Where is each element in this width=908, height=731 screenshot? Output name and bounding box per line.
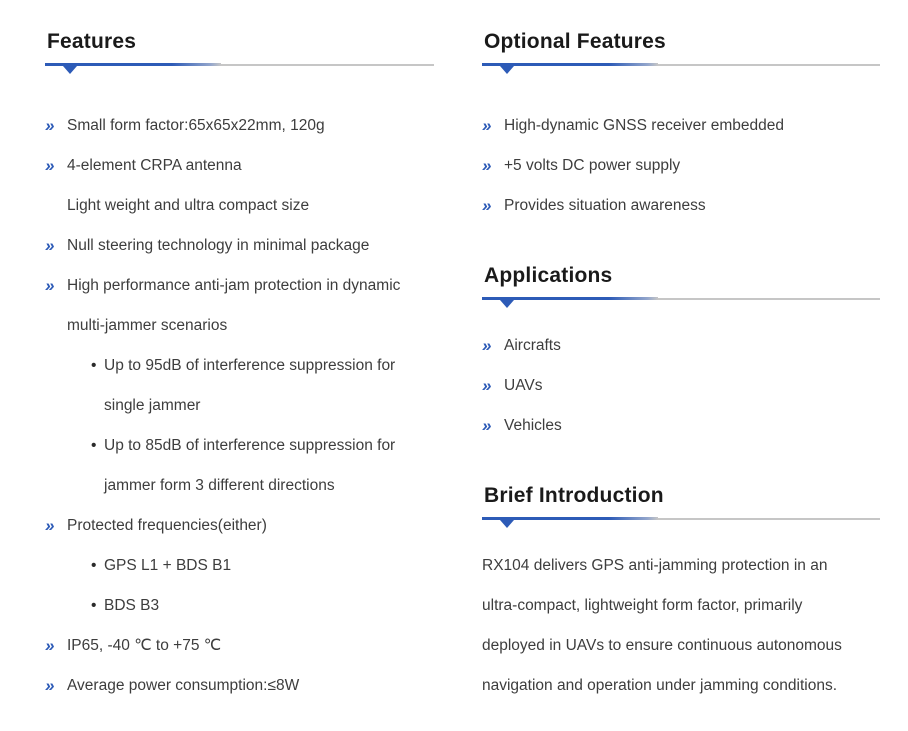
list-item: » Vehicles bbox=[482, 406, 880, 446]
underline-accent-line bbox=[45, 63, 221, 66]
underline-accent-line bbox=[482, 63, 658, 66]
underline-gray-line bbox=[482, 64, 880, 66]
item-text: BDS B3 bbox=[104, 597, 160, 614]
dot-bullet-icon: • bbox=[91, 597, 97, 614]
item-text: GPS L1 + BDS B1 bbox=[104, 557, 232, 574]
chevron-bullet-icon: » bbox=[45, 236, 55, 255]
brief-introduction-title: Brief Introduction bbox=[484, 484, 664, 507]
underline-gray-line bbox=[482, 518, 880, 520]
paragraph-line: ultra-compact, lightweight form factor, … bbox=[482, 597, 803, 614]
item-text: Average power consumption:≤8W bbox=[67, 677, 300, 694]
list-item: » Null steering technology in minimal pa… bbox=[45, 226, 434, 266]
sub-list-item: • Up to 95dB of interference suppression… bbox=[91, 346, 434, 426]
paragraph-line: navigation and operation under jamming c… bbox=[482, 677, 838, 694]
section-optional-features: Optional Features » High-dynamic GNSS re… bbox=[482, 28, 880, 226]
section-underline bbox=[482, 517, 880, 528]
item-text: 4-element CRPA antenna bbox=[67, 157, 242, 174]
chevron-bullet-icon: » bbox=[45, 516, 55, 535]
chevron-bullet-icon: » bbox=[482, 156, 492, 175]
item-text: Light weight and ultra compact size bbox=[67, 197, 310, 214]
item-text: jammer form 3 different directions bbox=[104, 477, 335, 494]
features-list: » Small form factor:65x65x22mm, 120g » 4… bbox=[45, 106, 434, 706]
chevron-bullet-icon: » bbox=[482, 416, 492, 435]
item-text: Small form factor:65x65x22mm, 120g bbox=[67, 117, 325, 134]
chevron-bullet-icon: » bbox=[45, 156, 55, 175]
item-text: Vehicles bbox=[504, 417, 562, 434]
dot-bullet-icon: • bbox=[91, 557, 97, 574]
applications-list: » Aircrafts » UAVs » Vehicles bbox=[482, 326, 880, 446]
list-item: » Small form factor:65x65x22mm, 120g bbox=[45, 106, 434, 146]
underline-gray-line bbox=[45, 64, 434, 66]
list-item: » High-dynamic GNSS receiver embedded bbox=[482, 106, 880, 146]
paragraph-line: RX104 delivers GPS anti-jamming protecti… bbox=[482, 557, 828, 574]
right-column: Optional Features » High-dynamic GNSS re… bbox=[482, 28, 880, 706]
chevron-bullet-icon: » bbox=[45, 276, 55, 295]
underline-accent-line bbox=[482, 517, 658, 520]
item-text: Aircrafts bbox=[504, 337, 561, 354]
item-text: High performance anti-jam protection in … bbox=[67, 277, 401, 294]
section-applications: Applications » Aircrafts » UAVs » Vehicl… bbox=[482, 262, 880, 446]
chevron-bullet-icon: » bbox=[482, 376, 492, 395]
paragraph-line: deployed in UAVs to ensure continuous au… bbox=[482, 637, 842, 654]
section-features: Features » Small form factor:65x65x22mm,… bbox=[45, 28, 434, 706]
section-underline bbox=[45, 63, 434, 74]
list-item: » Protected frequencies(either) bbox=[45, 506, 434, 546]
underline-gray-line bbox=[482, 298, 880, 300]
list-item: » Aircrafts bbox=[482, 326, 880, 366]
triangle-marker-icon bbox=[500, 66, 514, 74]
sub-list-item: • BDS B3 bbox=[91, 586, 434, 626]
triangle-marker-icon bbox=[500, 520, 514, 528]
list-item: » +5 volts DC power supply bbox=[482, 146, 880, 186]
item-text: Up to 85dB of interference suppression f… bbox=[104, 437, 396, 454]
optional-features-list: » High-dynamic GNSS receiver embedded » … bbox=[482, 106, 880, 226]
left-column: Features » Small form factor:65x65x22mm,… bbox=[45, 28, 434, 706]
datasheet-page: Features » Small form factor:65x65x22mm,… bbox=[45, 28, 880, 706]
list-item: » Average power consumption:≤8W bbox=[45, 666, 434, 706]
triangle-marker-icon bbox=[63, 66, 77, 74]
item-text: UAVs bbox=[504, 377, 543, 394]
item-text: multi-jammer scenarios bbox=[67, 317, 228, 334]
chevron-bullet-icon: » bbox=[482, 196, 492, 215]
chevron-bullet-icon: » bbox=[482, 116, 492, 135]
item-text: Up to 95dB of interference suppression f… bbox=[104, 357, 396, 374]
item-text: IP65, -40 ℃ to +75 ℃ bbox=[67, 637, 222, 654]
item-text: +5 volts DC power supply bbox=[504, 157, 681, 174]
list-item: » UAVs bbox=[482, 366, 880, 406]
applications-title: Applications bbox=[484, 264, 613, 287]
list-item: » 4-element CRPA antenna Light weight an… bbox=[45, 146, 434, 226]
underline-accent-line bbox=[482, 297, 658, 300]
section-brief-introduction: Brief Introduction RX104 delivers GPS an… bbox=[482, 482, 880, 706]
dot-bullet-icon: • bbox=[91, 437, 97, 454]
sub-list-item: • GPS L1 + BDS B1 bbox=[91, 546, 434, 586]
chevron-bullet-icon: » bbox=[482, 336, 492, 355]
list-item: » High performance anti-jam protection i… bbox=[45, 266, 434, 346]
item-text: Protected frequencies(either) bbox=[67, 517, 267, 534]
dot-bullet-icon: • bbox=[91, 357, 97, 374]
item-text: High-dynamic GNSS receiver embedded bbox=[504, 117, 784, 134]
item-text: Null steering technology in minimal pack… bbox=[67, 237, 370, 254]
chevron-bullet-icon: » bbox=[45, 636, 55, 655]
list-item: » Provides situation awareness bbox=[482, 186, 880, 226]
chevron-bullet-icon: » bbox=[45, 676, 55, 695]
item-text: single jammer bbox=[104, 397, 201, 414]
features-title: Features bbox=[47, 30, 137, 53]
triangle-marker-icon bbox=[500, 300, 514, 308]
section-underline bbox=[482, 297, 880, 308]
section-underline bbox=[482, 63, 880, 74]
sub-list-item: • Up to 85dB of interference suppression… bbox=[91, 426, 434, 506]
brief-introduction-paragraph: RX104 delivers GPS anti-jamming protecti… bbox=[482, 546, 880, 706]
optional-features-title: Optional Features bbox=[484, 30, 666, 53]
list-item: » IP65, -40 ℃ to +75 ℃ bbox=[45, 626, 434, 666]
chevron-bullet-icon: » bbox=[45, 116, 55, 135]
item-text: Provides situation awareness bbox=[504, 197, 706, 214]
